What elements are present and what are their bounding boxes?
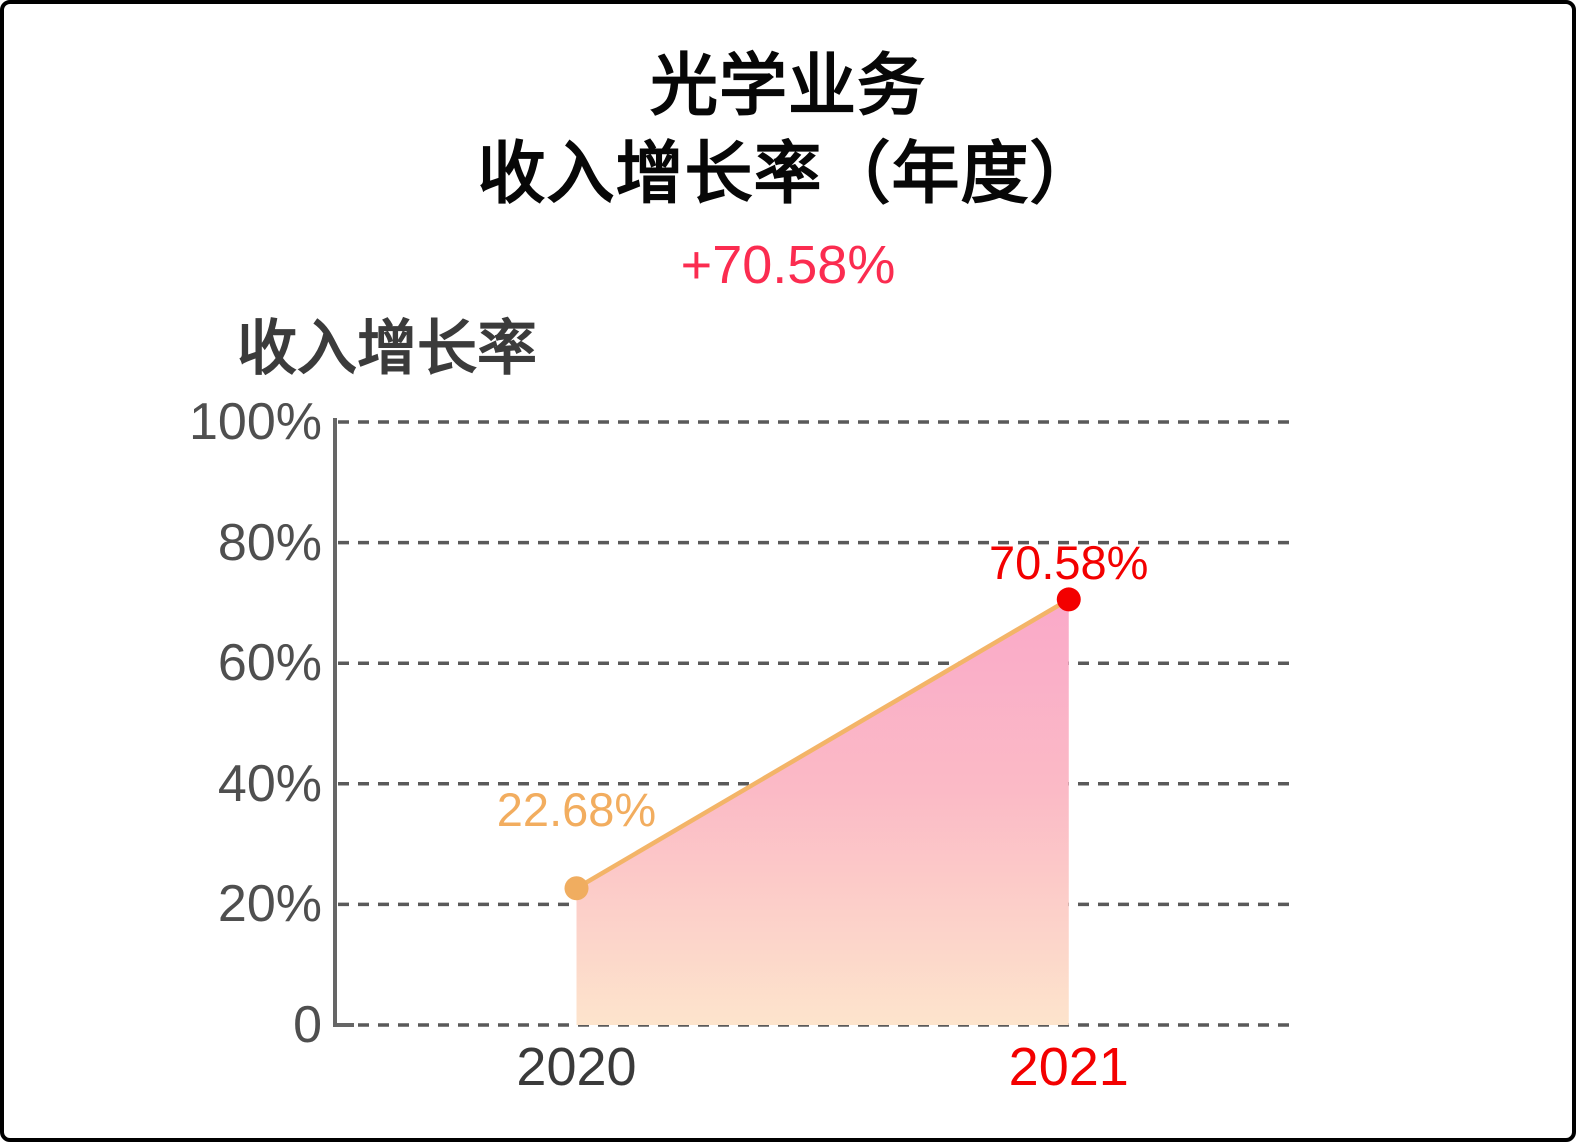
growth-area-fill (576, 599, 1069, 1025)
y-tick-label-40%: 40% (217, 754, 322, 813)
chart-title: 光学业务 收入增长率（年度） (4, 42, 1572, 218)
point-value-label-2020: 22.68% (496, 783, 657, 837)
chart-title-line2: 收入增长率（年度） (477, 136, 1099, 212)
x-axis-label-2020: 2020 (516, 1037, 637, 1097)
y-tick-label-0: 0 (293, 996, 322, 1054)
y-tick-label-100%: 100% (189, 393, 322, 451)
y-axis-line (333, 418, 354, 1027)
data-point-2021[interactable] (1056, 587, 1081, 612)
y-tick-label-80%: 80% (217, 513, 322, 572)
x-axis-label-2021: 2021 (1008, 1037, 1129, 1097)
growth-line (574, 597, 1072, 891)
chart-title-line1: 光学业务 (649, 48, 926, 124)
legend-series-label: 收入增长率 (237, 315, 537, 382)
point-value-label-2021: 70.58% (989, 536, 1149, 590)
data-point-2020[interactable] (564, 876, 589, 901)
overall-change-label: +70.58% (680, 235, 896, 295)
y-tick-label-20%: 20% (217, 875, 322, 934)
y-tick-label-60%: 60% (217, 634, 322, 693)
growth-area-chart (333, 418, 1292, 1027)
